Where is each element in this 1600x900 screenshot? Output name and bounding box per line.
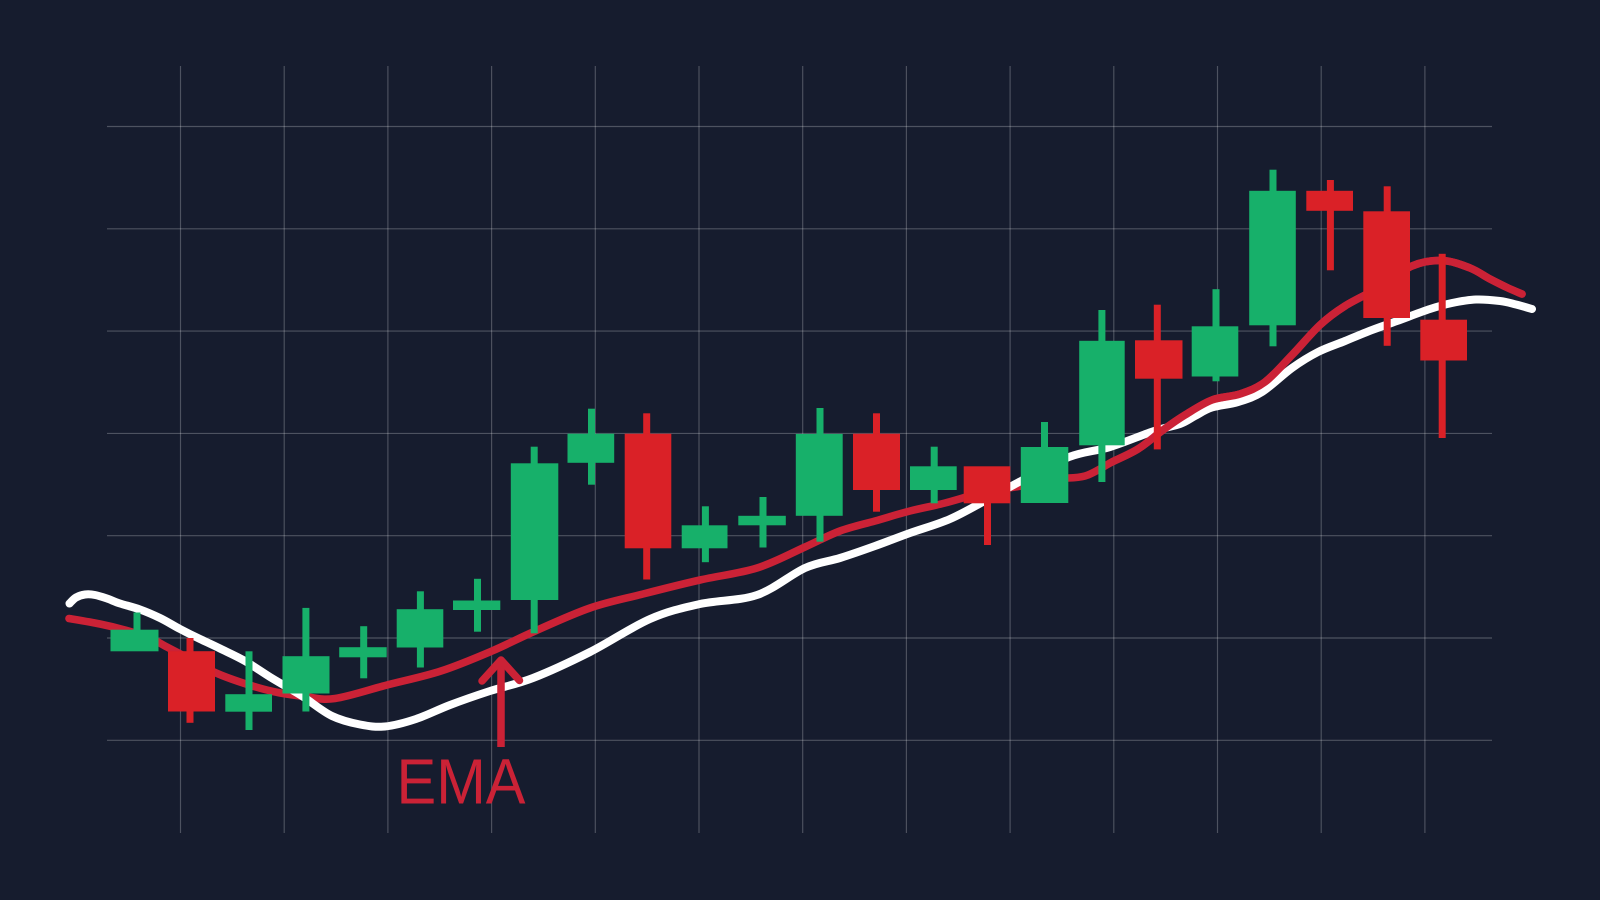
svg-text:EMA: EMA bbox=[397, 746, 526, 818]
